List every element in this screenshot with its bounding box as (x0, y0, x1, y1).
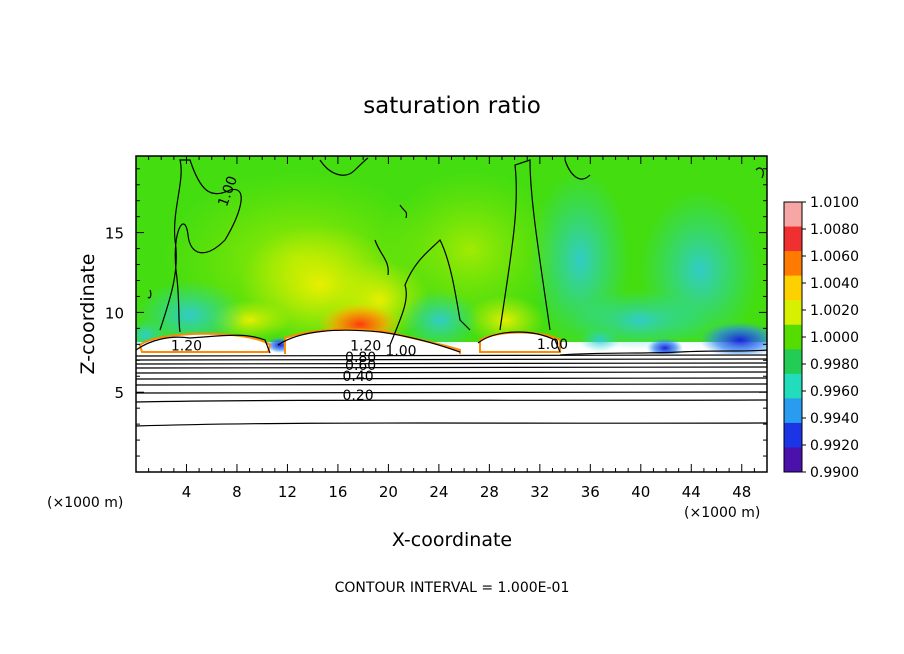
x-tick-label: 32 (530, 483, 549, 501)
x-tick-label: 28 (480, 483, 499, 501)
y-axis-ticks: 5 10 15 (105, 168, 767, 457)
x-tick-label: 4 (182, 483, 192, 501)
x-axis-ticks: 4 8 12 16 20 24 28 32 36 40 44 48 (148, 156, 755, 501)
x-tick-label: 20 (379, 483, 398, 501)
x-tick-label: 48 (732, 483, 751, 501)
y-tick-label: 5 (114, 384, 124, 402)
colorbar-label: 0.9900 (810, 465, 859, 481)
x-tick-label: 36 (581, 483, 600, 501)
contour-label: 0.60 (345, 358, 376, 374)
colorbar-label: 0.9920 (810, 438, 859, 454)
colorbar-label: 0.9960 (810, 384, 859, 400)
contour-label: 1.20 (171, 339, 202, 355)
saturation-field (136, 156, 767, 472)
contour-label: 0.80 (345, 350, 376, 366)
colorbar-label: 1.0100 (810, 195, 859, 211)
colorbar: 1.0100 1.0080 1.0060 1.0040 1.0020 1.0000 0.99… (783, 195, 859, 481)
colorbar-label: 1.0080 (810, 222, 859, 238)
contour-label: 1.00 (385, 343, 416, 359)
colorbar-label: 0.9980 (810, 357, 859, 373)
colorbar-swatch (784, 202, 802, 228)
x-unit-left: (×1000 m) (47, 495, 123, 511)
y-tick-label: 15 (105, 225, 124, 243)
colorbar-swatch (784, 251, 802, 277)
x-tick-label: 8 (232, 483, 242, 501)
colorbar-swatch (784, 447, 802, 473)
x-axis-label: X-coordinate (392, 529, 512, 551)
colorbar-swatch (784, 422, 802, 448)
colorbar-label: 1.0060 (810, 249, 859, 265)
contour-interval-note: CONTOUR INTERVAL = 1.000E-01 (335, 580, 570, 596)
x-tick-label: 44 (682, 483, 701, 501)
chart-title: saturation ratio (363, 93, 541, 119)
colorbar-label: 1.0040 (810, 276, 859, 292)
colorbar-label: 1.0020 (810, 303, 859, 319)
x-tick-label: 24 (429, 483, 448, 501)
colorbar-label: 0.9940 (810, 411, 859, 427)
x-tick-label: 12 (278, 483, 297, 501)
x-tick-label: 16 (328, 483, 347, 501)
contour-label: 1.20 (350, 339, 381, 355)
colorbar-swatch (784, 324, 802, 350)
contour-label: 1.00 (537, 337, 568, 353)
y-axis-label: Z-coordinate (77, 254, 99, 375)
colorbar-swatch (784, 373, 802, 399)
colorbar-swatch (784, 398, 802, 424)
colorbar-label: 1.0000 (810, 330, 859, 346)
x-tick-label: 40 (631, 483, 650, 501)
colorbar-swatch (784, 226, 802, 252)
colorbar-swatch (784, 275, 802, 301)
y-tick-label: 10 (105, 304, 124, 322)
contour-label: 0.40 (343, 369, 374, 385)
colorbar-swatch (784, 300, 802, 326)
x-unit-right: (×1000 m) (684, 505, 760, 521)
contour-label: 0.20 (343, 388, 374, 404)
colorbar-swatch (784, 349, 802, 375)
contour-lines (136, 157, 767, 427)
